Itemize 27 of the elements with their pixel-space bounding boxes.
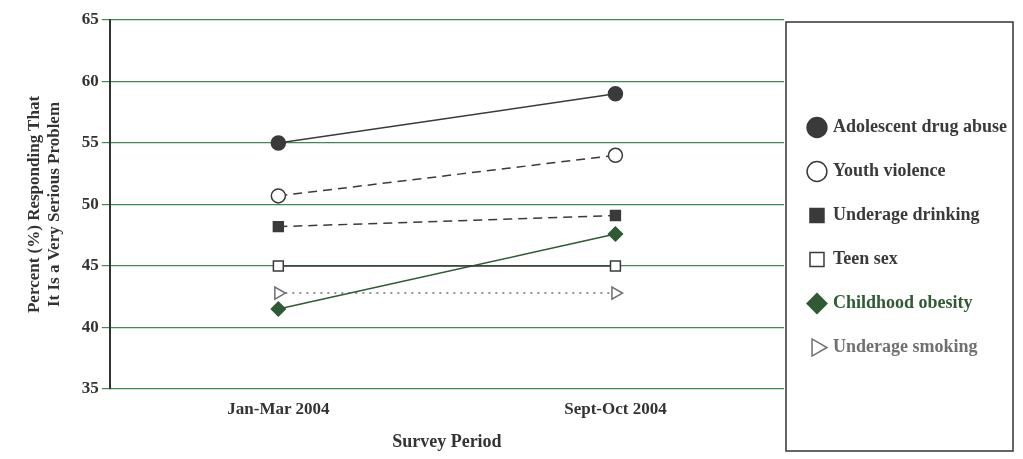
y-tick-label: 50 bbox=[81, 193, 99, 213]
legend-label: Youth violence bbox=[832, 160, 946, 181]
point bbox=[607, 147, 624, 164]
point bbox=[607, 226, 624, 242]
legend-label: Childhood obesity bbox=[832, 292, 973, 313]
legend-label: Underage drinking bbox=[832, 204, 980, 225]
y-tick-label: 65 bbox=[81, 9, 99, 29]
point bbox=[607, 86, 624, 102]
legend-label: Teen sex bbox=[832, 248, 898, 269]
x-axis-title: Survey Period bbox=[392, 430, 502, 451]
point bbox=[609, 209, 622, 222]
point bbox=[270, 188, 287, 204]
y-tick-label: 60 bbox=[81, 70, 99, 90]
y-axis-title: Percent (%) Responding That It Is a Very Serious Problem bbox=[23, 95, 63, 314]
point bbox=[272, 220, 285, 233]
x-tick-label: Sept-Oct 2004 bbox=[564, 398, 668, 418]
legend-label: Underage smoking bbox=[832, 336, 978, 357]
x-tick-label: Jan-Mar 2004 bbox=[227, 398, 330, 418]
y-tick-label: 55 bbox=[81, 132, 99, 152]
point bbox=[270, 135, 287, 151]
legend-label: Adolescent drug abuse bbox=[832, 116, 1008, 137]
point bbox=[272, 260, 285, 272]
y-tick-label: 35 bbox=[81, 378, 99, 398]
y-tick-label: 40 bbox=[81, 316, 99, 336]
point bbox=[270, 301, 287, 317]
y-tick-label: 45 bbox=[81, 255, 99, 275]
point bbox=[609, 260, 622, 272]
